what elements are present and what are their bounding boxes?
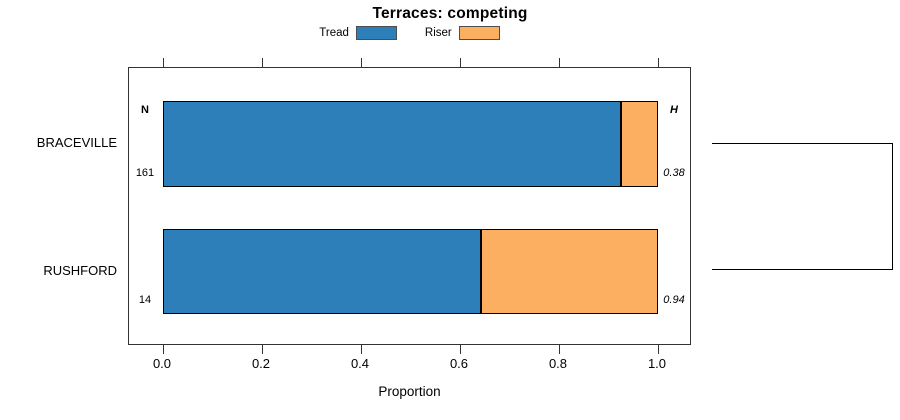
legend-label-tread: Tread bbox=[319, 27, 349, 39]
x-axis-tick-top bbox=[162, 58, 164, 67]
x-axis-tick-top bbox=[261, 58, 263, 67]
legend-label-riser: Riser bbox=[424, 27, 452, 39]
x-axis-tick-top bbox=[558, 58, 560, 67]
plot-box bbox=[128, 58, 691, 354]
legend-item-riser: Riser bbox=[425, 26, 500, 40]
legend: Tread Riser bbox=[128, 24, 691, 42]
x-axis-tick-label: 0.8 bbox=[548, 356, 568, 371]
x-axis-tick-bottom bbox=[261, 345, 263, 354]
legend-swatch-tread bbox=[355, 26, 397, 40]
x-axis-title: Proportion bbox=[378, 384, 441, 399]
legend-swatch-riser bbox=[458, 26, 500, 40]
x-axis-tick-top bbox=[360, 58, 362, 67]
bar-segment-braceville-riser bbox=[620, 101, 658, 187]
bar-segment-braceville-tread bbox=[163, 101, 621, 187]
h-value-rushford: 0.94 bbox=[663, 294, 685, 306]
cluster-bracket bbox=[712, 143, 893, 270]
bar-segment-rushford-tread bbox=[163, 229, 482, 314]
bar-segment-rushford-riser bbox=[481, 229, 658, 314]
x-axis-tick-bottom bbox=[657, 345, 659, 354]
x-axis-tick-bottom bbox=[459, 345, 461, 354]
h-value-braceville: 0.38 bbox=[663, 167, 685, 179]
x-axis-tick-label: 0.4 bbox=[350, 356, 370, 371]
y-axis-label-rushford: RUSHFORD bbox=[43, 262, 117, 278]
x-axis-tick-label: 0.0 bbox=[152, 356, 172, 371]
n-value-braceville: 161 bbox=[135, 167, 155, 179]
x-axis-tick-bottom bbox=[360, 345, 362, 354]
x-axis-tick-label: 0.6 bbox=[449, 356, 469, 371]
n-value-rushford: 14 bbox=[138, 294, 152, 306]
y-axis-label-braceville: BRACEVILLE bbox=[36, 135, 117, 150]
h-column-header: H bbox=[670, 104, 678, 116]
x-axis-tick-bottom bbox=[558, 345, 560, 354]
chart-title: Terraces: competing bbox=[372, 5, 528, 22]
x-axis-tick-bottom bbox=[162, 345, 164, 354]
legend-item-tread: Tread bbox=[319, 26, 397, 40]
x-axis-tick-top bbox=[657, 58, 659, 67]
x-axis-tick-top bbox=[459, 58, 461, 67]
x-axis-tick-label: 1.0 bbox=[647, 356, 667, 371]
n-column-header: N bbox=[141, 104, 149, 116]
x-axis-tick-label: 0.2 bbox=[251, 356, 271, 371]
